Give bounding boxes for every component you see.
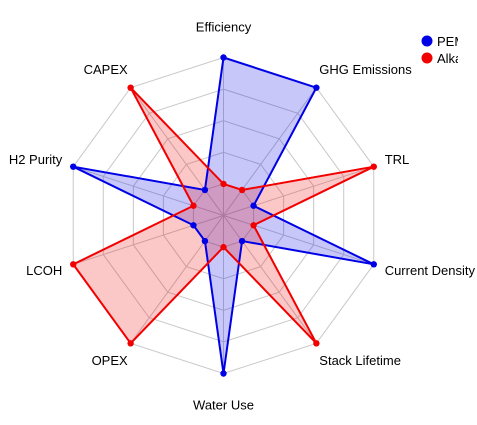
grid-spoke-9 (130, 87, 224, 216)
axis-label-7: LCOH (26, 263, 62, 278)
legend-items: PEM Alka (421, 34, 465, 66)
axis-label-0: Efficiency (196, 20, 252, 35)
axis-labels: Efficiency GHG Emissions TRL Current Densit… (9, 20, 476, 413)
data-point-alkaline-5 (220, 243, 227, 251)
legend: PEM Alka (421, 34, 465, 66)
axis-label-3: Current Density (385, 263, 476, 278)
axis-label-8: H2 Purity (9, 152, 63, 167)
data-point-alkaline-3 (250, 222, 257, 229)
data-point-alkaline-0 (220, 180, 227, 188)
data-point-pem-8 (70, 163, 77, 170)
grid-spoke-6 (130, 215, 224, 344)
data-point-pem-4 (238, 237, 246, 245)
grid-spoke-1 (223, 87, 317, 216)
data-point-pem-9 (201, 186, 209, 194)
data-point-alkaline-8 (190, 202, 197, 209)
data-point-pem-7 (190, 222, 197, 229)
grid-spoke-4 (223, 215, 317, 344)
data-point-alkaline-6 (127, 340, 134, 347)
data-point-pem-5 (220, 370, 227, 377)
data-point-alkaline-2 (370, 163, 377, 170)
grid-spoke-2 (223, 166, 374, 216)
data-point-alkaline-7 (70, 261, 77, 268)
data-point-pem-2 (250, 202, 257, 209)
grid-spoke-7 (73, 215, 224, 265)
legend-marker-1 (421, 52, 433, 64)
legend-label-0: PEM (437, 34, 465, 49)
data-point-alkaline-4 (313, 340, 320, 347)
grid-spoke-8 (73, 166, 224, 216)
axis-label-6: OPEX (92, 353, 128, 368)
data-point-alkaline-9 (127, 84, 134, 91)
data-point-alkaline-1 (238, 186, 246, 194)
axis-label-9: CAPEX (84, 62, 128, 77)
axis-label-5: Water Use (193, 398, 254, 413)
data-point-pem-0 (220, 54, 227, 61)
legend-marker-0 (421, 35, 433, 47)
series-area-alkaline (73, 87, 374, 344)
grid-spoke-3 (223, 215, 374, 265)
axis-label-1: GHG Emissions (319, 62, 412, 77)
data-point-pem-6 (201, 237, 209, 245)
legend-label-1: Alka (437, 51, 463, 66)
data-point-pem-1 (313, 84, 320, 91)
data-point-pem-3 (370, 261, 377, 268)
axis-label-2: TRL (385, 152, 410, 167)
series-area-pem (73, 57, 374, 374)
axis-label-4: Stack Lifetime (319, 353, 401, 368)
radar-series (70, 54, 377, 377)
